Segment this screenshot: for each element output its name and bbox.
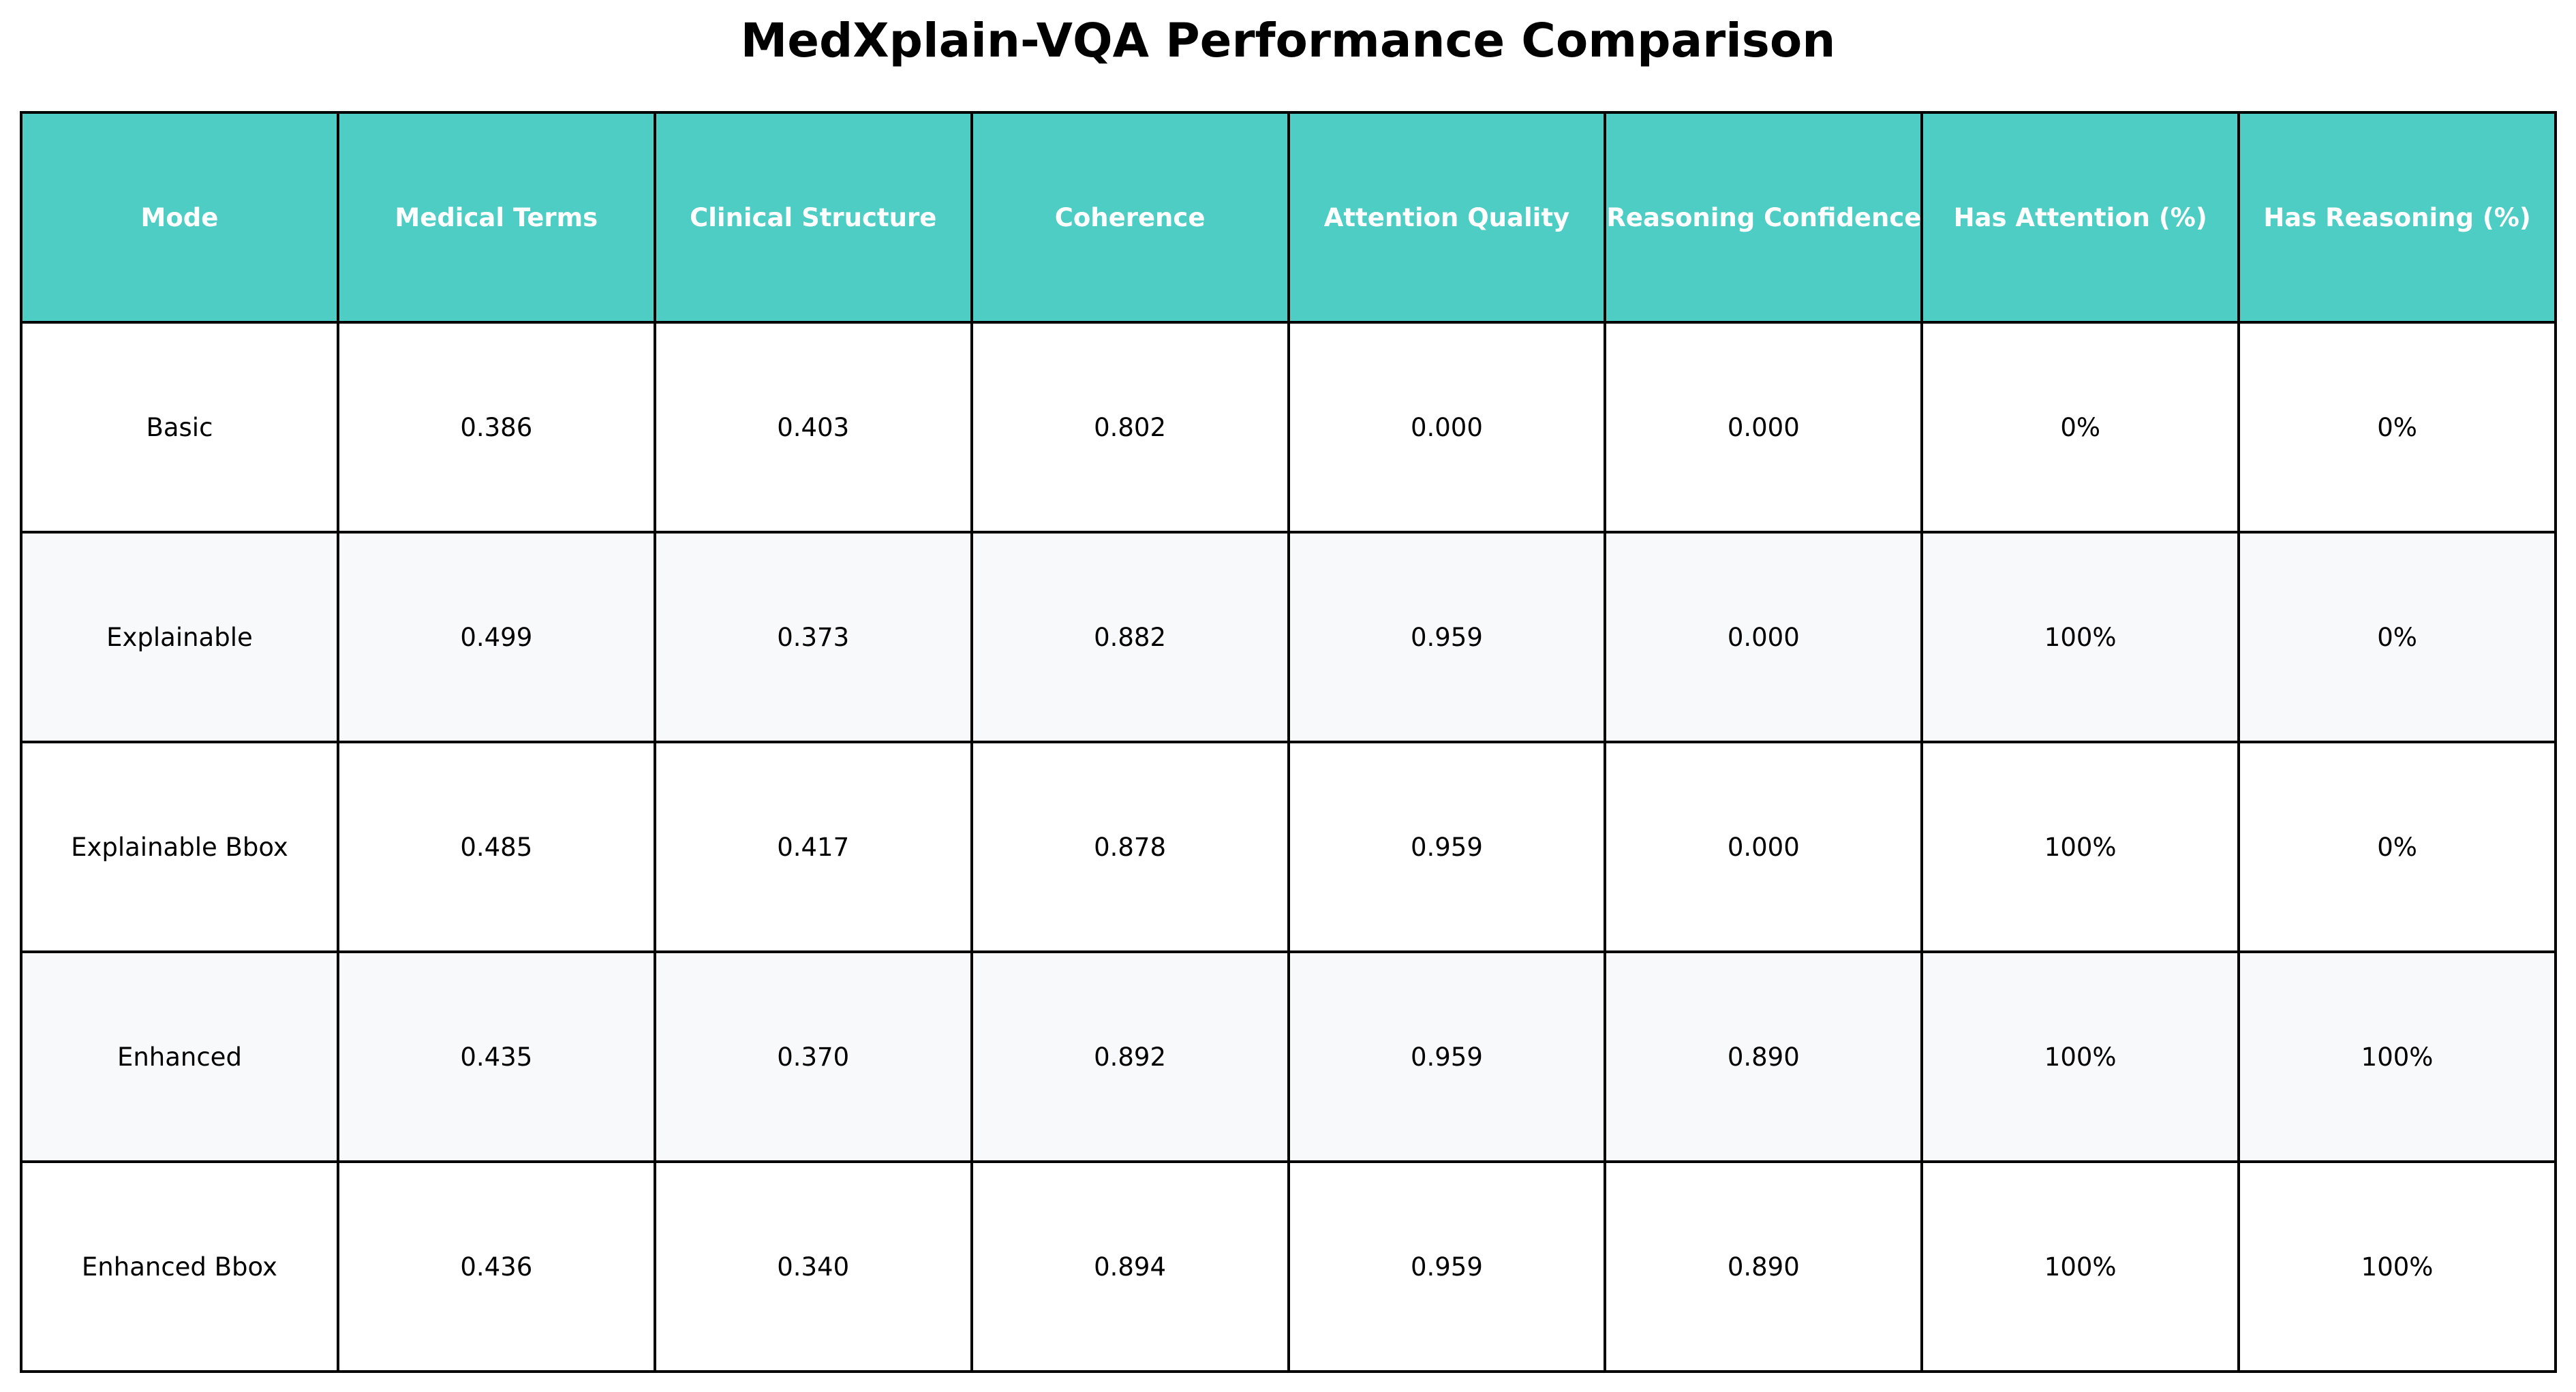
- header-mode: Mode: [20, 111, 339, 324]
- table-cell: 0.890: [1604, 950, 1924, 1163]
- table-cell: 0.894: [970, 1160, 1290, 1373]
- table-cell: 0.436: [336, 1160, 656, 1373]
- table-cell: 100%: [1920, 1160, 2241, 1373]
- table-row: Basic 0.386 0.403 0.802 0.000 0.000 0% 0…: [20, 321, 2557, 533]
- table-cell: 0.878: [970, 741, 1290, 953]
- table-cell: 0.435: [336, 950, 656, 1163]
- header-coherence: Coherence: [970, 111, 1290, 324]
- table-cell: 0.499: [336, 531, 656, 743]
- table-cell: 100%: [2237, 1160, 2557, 1373]
- table-cell: Explainable: [20, 531, 339, 743]
- table-cell: 0.892: [970, 950, 1290, 1163]
- table-cell: 0.000: [1604, 321, 1924, 533]
- table-cell: 0.882: [970, 531, 1290, 743]
- table-row: Explainable Bbox 0.485 0.417 0.878 0.959…: [20, 741, 2557, 953]
- table-cell: 100%: [1920, 741, 2241, 953]
- table-cell: Enhanced: [20, 950, 339, 1163]
- table-cell: Enhanced Bbox: [20, 1160, 339, 1373]
- table-cell: 0.340: [653, 1160, 973, 1373]
- table-row: Explainable 0.499 0.373 0.882 0.959 0.00…: [20, 531, 2557, 743]
- table-cell: 0.403: [653, 321, 973, 533]
- table-cell: 0.959: [1287, 741, 1607, 953]
- table-cell: Explainable Bbox: [20, 741, 339, 953]
- header-has-attention: Has Attention (%): [1920, 111, 2241, 324]
- table-cell: 0.000: [1604, 741, 1924, 953]
- table-cell: 0.959: [1287, 950, 1607, 1163]
- table-row: Enhanced 0.435 0.370 0.892 0.959 0.890 1…: [20, 950, 2557, 1163]
- table-cell: 0.959: [1287, 1160, 1607, 1373]
- table-row: Enhanced Bbox 0.436 0.340 0.894 0.959 0.…: [20, 1160, 2557, 1373]
- table-cell: 0.000: [1604, 531, 1924, 743]
- table-cell: 0.417: [653, 741, 973, 953]
- table-cell: 100%: [1920, 531, 2241, 743]
- header-has-reasoning: Has Reasoning (%): [2237, 111, 2557, 324]
- table-cell: 0.000: [1287, 321, 1607, 533]
- header-reasoning-confidence: Reasoning Confidence: [1604, 111, 1924, 324]
- table-cell: 0%: [2237, 321, 2557, 533]
- table-cell: 0.485: [336, 741, 656, 953]
- chart-title: MedXplain-VQA Performance Comparison: [740, 14, 1836, 68]
- table-cell: Basic: [20, 321, 339, 533]
- performance-table: Mode Medical Terms Clinical Structure Co…: [20, 111, 2557, 1373]
- table-cell: 0.373: [653, 531, 973, 743]
- header-medical-terms: Medical Terms: [336, 111, 656, 324]
- table-cell: 100%: [2237, 950, 2557, 1163]
- table-header-row: Mode Medical Terms Clinical Structure Co…: [20, 111, 2557, 324]
- table-cell: 0%: [2237, 741, 2557, 953]
- table-cell: 0.386: [336, 321, 656, 533]
- table-cell: 0%: [1920, 321, 2241, 533]
- table-cell: 0.959: [1287, 531, 1607, 743]
- header-attention-quality: Attention Quality: [1287, 111, 1607, 324]
- table-cell: 100%: [1920, 950, 2241, 1163]
- table-cell: 0.802: [970, 321, 1290, 533]
- table-cell: 0.890: [1604, 1160, 1924, 1373]
- table-cell: 0.370: [653, 950, 973, 1163]
- table-cell: 0%: [2237, 531, 2557, 743]
- header-clinical-structure: Clinical Structure: [653, 111, 973, 324]
